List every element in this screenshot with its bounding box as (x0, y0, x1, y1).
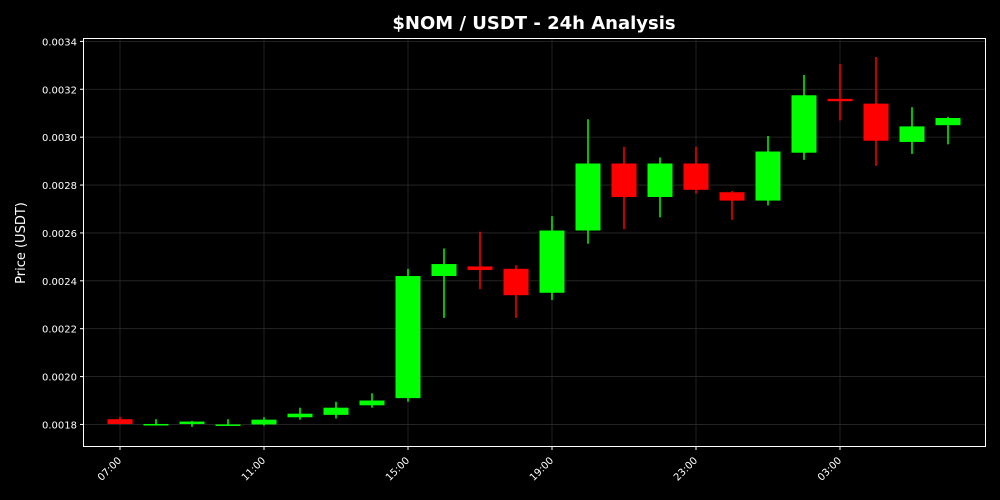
candle-body (395, 276, 421, 399)
candle-body (431, 264, 457, 277)
candle-body (467, 266, 493, 271)
candle-body (611, 163, 637, 198)
y-tick-label: 0.0032 (42, 85, 77, 96)
candle-body (755, 151, 781, 201)
candle-body (899, 126, 925, 142)
y-tick-label: 0.0028 (42, 181, 77, 192)
y-tick-label: 0.0024 (42, 277, 77, 288)
candle-body (215, 424, 241, 426)
grid (84, 39, 985, 446)
candle-body (179, 421, 205, 424)
y-tick-label: 0.0026 (42, 229, 77, 240)
candle-body (251, 419, 277, 425)
candle-body (719, 192, 745, 201)
candles (107, 56, 961, 427)
candle-body (827, 98, 853, 102)
candle-body (143, 423, 169, 426)
y-tick-label: 0.0018 (42, 420, 77, 431)
y-tick-label: 0.0022 (42, 325, 77, 336)
y-tick-label: 0.0020 (42, 373, 77, 384)
y-tick-label: 0.0030 (42, 133, 77, 144)
candle-body (503, 268, 529, 296)
y-tick-label: 0.0034 (42, 37, 77, 48)
plot-frame (83, 38, 986, 447)
candle-body (107, 419, 133, 424)
candle-body (935, 118, 961, 126)
candle-body (683, 163, 709, 190)
y-axis: 0.0018 0.0020 0.0022 0.0024 0.0026 0.0028 0.00… (42, 37, 84, 431)
candle-body (647, 163, 673, 198)
candle-body (575, 163, 601, 231)
y-axis-label: Price (USDT) (14, 202, 29, 284)
candle-body (863, 103, 889, 141)
candle-body (323, 407, 349, 415)
candle-body (287, 413, 313, 418)
candle-body (791, 95, 817, 153)
candle-body (359, 400, 385, 406)
candle-body (539, 230, 565, 293)
chart-title: $NOM / USDT - 24h Analysis (392, 13, 675, 34)
